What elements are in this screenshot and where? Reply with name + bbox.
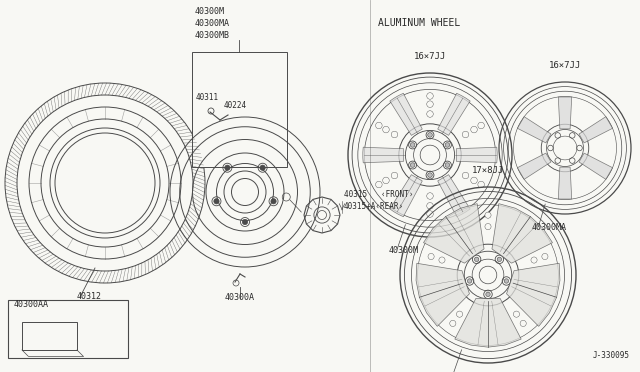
Text: 40300MB: 40300MB: [195, 31, 230, 40]
Circle shape: [445, 142, 450, 147]
Polygon shape: [579, 117, 612, 143]
Circle shape: [243, 219, 248, 225]
Polygon shape: [424, 203, 484, 263]
Polygon shape: [438, 174, 470, 217]
Circle shape: [471, 126, 477, 133]
Circle shape: [485, 212, 491, 218]
Polygon shape: [455, 298, 521, 347]
Circle shape: [450, 320, 456, 327]
Circle shape: [445, 163, 450, 167]
Circle shape: [439, 257, 445, 263]
Circle shape: [427, 93, 433, 99]
Circle shape: [376, 181, 382, 188]
Polygon shape: [558, 167, 572, 199]
Circle shape: [428, 253, 434, 260]
Circle shape: [271, 199, 276, 204]
Polygon shape: [579, 153, 612, 179]
Text: 40315+A‹REAR›: 40315+A‹REAR›: [344, 202, 404, 211]
Circle shape: [497, 257, 502, 262]
Polygon shape: [506, 263, 560, 326]
Circle shape: [427, 101, 433, 108]
Circle shape: [485, 224, 491, 230]
Circle shape: [504, 279, 509, 283]
Circle shape: [428, 132, 432, 137]
Text: 17×8JJ: 17×8JJ: [472, 166, 504, 175]
Text: 40312: 40312: [77, 292, 102, 301]
Circle shape: [427, 111, 433, 117]
Circle shape: [391, 131, 398, 138]
Circle shape: [513, 311, 520, 317]
Text: 40224: 40224: [224, 101, 247, 110]
Text: 16×7JJ: 16×7JJ: [549, 61, 581, 70]
Circle shape: [383, 126, 389, 133]
Circle shape: [462, 172, 468, 179]
Text: 40300A: 40300A: [225, 293, 255, 302]
Polygon shape: [456, 147, 497, 163]
Text: 40300AA: 40300AA: [14, 300, 49, 309]
Circle shape: [383, 177, 389, 184]
Polygon shape: [558, 97, 572, 129]
Text: 40300MA: 40300MA: [195, 19, 230, 28]
Circle shape: [462, 131, 468, 138]
Polygon shape: [517, 153, 551, 179]
Text: 40300M: 40300M: [195, 7, 225, 16]
Circle shape: [428, 173, 432, 177]
Text: 40315   ‹FRONT›: 40315 ‹FRONT›: [344, 190, 413, 199]
Circle shape: [391, 172, 398, 179]
Circle shape: [456, 311, 463, 317]
FancyBboxPatch shape: [22, 322, 77, 350]
Circle shape: [427, 203, 433, 209]
Circle shape: [520, 320, 526, 327]
Circle shape: [542, 253, 548, 260]
FancyBboxPatch shape: [8, 300, 128, 358]
Polygon shape: [438, 93, 470, 135]
Polygon shape: [517, 117, 551, 143]
Polygon shape: [492, 203, 552, 263]
Circle shape: [214, 199, 219, 204]
Circle shape: [225, 165, 230, 170]
Circle shape: [467, 279, 472, 283]
Circle shape: [427, 211, 433, 217]
Text: 40300M: 40300M: [389, 246, 419, 255]
Polygon shape: [390, 93, 422, 135]
FancyBboxPatch shape: [192, 52, 287, 167]
Text: 40300MA: 40300MA: [532, 223, 567, 232]
Circle shape: [260, 165, 265, 170]
Text: 16×7JJ: 16×7JJ: [414, 52, 446, 61]
Text: J-330095: J-330095: [593, 351, 630, 360]
Circle shape: [471, 177, 477, 184]
Circle shape: [410, 163, 415, 167]
Polygon shape: [390, 174, 422, 217]
Circle shape: [531, 257, 537, 263]
Text: ALUMINUM WHEEL: ALUMINUM WHEEL: [378, 18, 460, 28]
Circle shape: [427, 193, 433, 199]
Circle shape: [478, 181, 484, 188]
Polygon shape: [363, 147, 404, 163]
Circle shape: [478, 122, 484, 129]
Circle shape: [376, 122, 382, 129]
Circle shape: [486, 292, 490, 296]
Text: 40311: 40311: [196, 93, 219, 102]
Circle shape: [410, 142, 415, 147]
Circle shape: [474, 257, 479, 262]
Polygon shape: [416, 263, 470, 326]
